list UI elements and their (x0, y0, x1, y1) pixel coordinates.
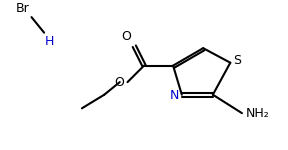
Text: N: N (170, 89, 179, 102)
Text: Br: Br (16, 2, 30, 15)
Text: O: O (122, 30, 131, 43)
Text: H: H (45, 35, 54, 48)
Text: NH₂: NH₂ (246, 107, 270, 120)
Text: O: O (114, 76, 124, 89)
Text: S: S (233, 54, 241, 67)
